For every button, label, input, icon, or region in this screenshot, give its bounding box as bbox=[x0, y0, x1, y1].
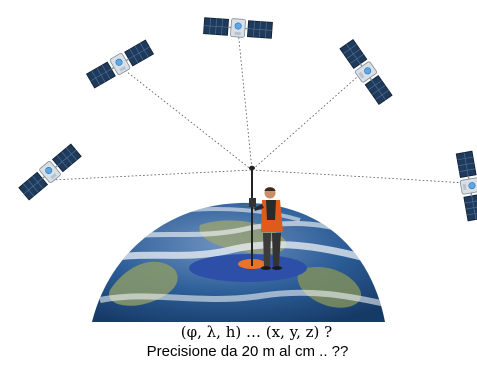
satellite-icon bbox=[202, 15, 274, 41]
signal-line-4 bbox=[251, 69, 366, 171]
gnss-pole-icon bbox=[249, 165, 256, 266]
signal-line-5 bbox=[251, 169, 467, 184]
satellites bbox=[17, 15, 477, 222]
signal-line-1 bbox=[51, 169, 253, 181]
satellite-icon bbox=[17, 142, 83, 202]
precision-caption: Precisione da 20 m al cm .. ?? bbox=[146, 343, 349, 360]
satellite-icon bbox=[85, 38, 155, 90]
signal-line-3 bbox=[237, 29, 253, 171]
surveyor-figure bbox=[254, 187, 283, 270]
satellite-icon bbox=[338, 38, 394, 106]
coordinates-caption: (φ, λ, h) … (x, y, z) ? bbox=[180, 323, 333, 341]
signal-lines bbox=[51, 29, 467, 184]
satellite-icon bbox=[454, 150, 477, 222]
signal-line-2 bbox=[121, 67, 253, 171]
